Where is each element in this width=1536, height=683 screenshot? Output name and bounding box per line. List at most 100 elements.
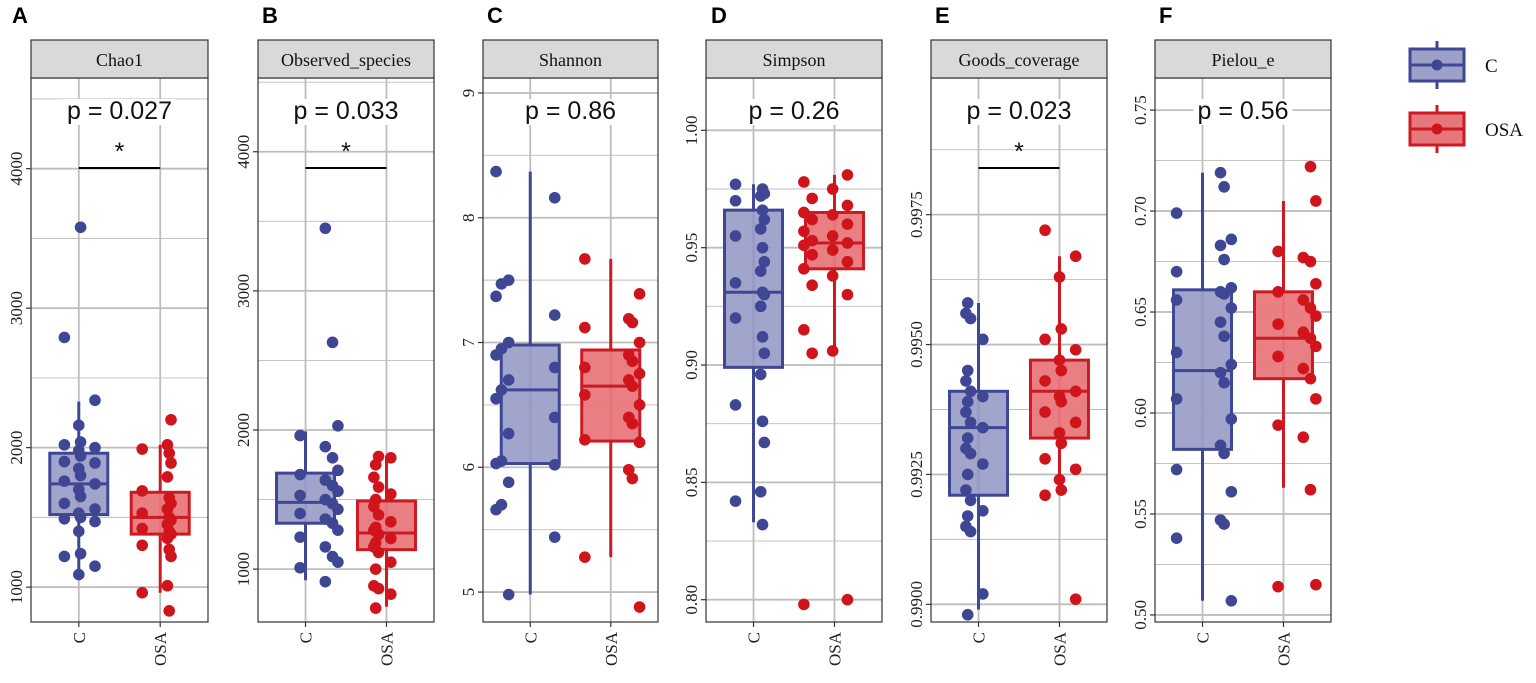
data-point-C — [1214, 439, 1227, 452]
data-point-C — [756, 286, 769, 299]
data-point-C — [319, 493, 332, 506]
data-point-C — [74, 436, 87, 448]
data-point-OSA — [136, 522, 149, 535]
data-point-OSA — [841, 593, 854, 606]
x-tick-label: OSA — [825, 631, 844, 666]
data-point-OSA — [161, 471, 174, 483]
data-point-OSA — [161, 439, 174, 451]
data-point-C — [756, 331, 769, 343]
data-point-OSA — [165, 457, 177, 469]
data-point-OSA — [622, 411, 635, 424]
data-point-OSA — [579, 389, 591, 401]
data-point-C — [1225, 233, 1238, 246]
data-point-C — [294, 531, 306, 543]
data-point-C — [490, 165, 502, 178]
data-point-OSA — [841, 169, 854, 181]
y-tick-label: 1000 — [7, 570, 26, 604]
data-point-C — [58, 439, 71, 451]
data-point-C — [548, 411, 561, 424]
data-point-OSA — [161, 579, 174, 592]
data-point-OSA — [136, 539, 149, 552]
data-point-C — [758, 255, 771, 268]
data-point-OSA — [1039, 375, 1051, 387]
data-point-C — [729, 194, 742, 207]
data-point-OSA — [841, 288, 854, 301]
data-point-OSA — [1055, 323, 1068, 335]
data-point-C — [729, 277, 742, 289]
data-point-C — [502, 588, 515, 601]
data-point-OSA — [1039, 406, 1051, 418]
data-point-C — [326, 550, 339, 563]
x-tick-label: C — [1194, 632, 1213, 643]
data-point-C — [977, 333, 989, 346]
data-point-C — [294, 489, 306, 502]
data-point-C — [58, 475, 71, 487]
data-point-C — [490, 290, 502, 303]
data-point-C — [89, 457, 101, 469]
y-tick-label: 1000 — [234, 552, 253, 586]
data-point-OSA — [136, 507, 149, 519]
data-point-C — [729, 312, 742, 324]
data-point-C — [977, 458, 989, 470]
data-point-C — [294, 507, 306, 520]
data-point-C — [1170, 294, 1183, 306]
data-point-OSA — [372, 481, 385, 493]
data-point-C — [1218, 253, 1230, 266]
strip-title: Chao1 — [96, 50, 143, 70]
data-point-C — [495, 455, 508, 467]
data-point-C — [548, 361, 561, 374]
data-point-OSA — [579, 253, 591, 265]
panel-letter: C — [487, 3, 503, 28]
y-tick-label: 0.9950 — [907, 321, 926, 368]
data-point-C — [729, 495, 742, 507]
data-point-C — [326, 336, 339, 349]
data-point-C — [960, 484, 972, 496]
data-point-OSA — [806, 234, 818, 247]
data-point-OSA — [1310, 195, 1322, 207]
panel-C: Cp = 0.86 Shannon 5 6 7 8 9 C OSA — [459, 3, 659, 666]
data-point-C — [1225, 282, 1238, 294]
data-point-OSA — [841, 255, 854, 268]
data-point-C — [72, 483, 85, 496]
legend: C OSA — [1408, 41, 1523, 153]
data-point-C — [960, 442, 972, 455]
data-point-OSA — [622, 349, 635, 361]
data-point-OSA — [136, 443, 149, 455]
y-tick-label: 7 — [459, 338, 478, 347]
data-point-C — [58, 497, 71, 510]
legend-key-OSA — [1408, 105, 1466, 153]
p-value-label: p = 0.86 — [525, 97, 616, 125]
data-point-OSA — [826, 270, 839, 282]
data-point-OSA — [165, 413, 177, 426]
y-tick-label: 0.90 — [682, 350, 701, 380]
data-point-OSA — [1272, 419, 1284, 431]
data-point-C — [756, 415, 769, 428]
legend-point — [1431, 123, 1443, 135]
y-tick-label: 1.00 — [682, 115, 701, 145]
data-point-OSA — [826, 345, 839, 357]
data-point-C — [326, 452, 339, 464]
p-value-label: p = 0.56 — [1197, 97, 1288, 125]
data-point-OSA — [1053, 427, 1066, 439]
data-point-OSA — [1272, 350, 1284, 363]
data-point-OSA — [826, 244, 839, 256]
y-tick-label: 0.9975 — [907, 191, 926, 238]
data-point-OSA — [369, 493, 382, 506]
data-point-C — [332, 464, 344, 477]
data-point-C — [74, 547, 87, 560]
data-point-C — [319, 440, 332, 453]
data-point-OSA — [1069, 463, 1082, 476]
data-point-C — [1170, 463, 1183, 476]
data-point-C — [332, 420, 344, 432]
data-point-C — [961, 364, 974, 377]
strip-header — [705, 39, 883, 79]
data-point-C — [977, 390, 989, 403]
panel-E: Ep = 0.023 * Goods_coverage 0.9900 0.9925 0.9… — [907, 3, 1108, 666]
data-point-OSA — [368, 471, 380, 484]
data-point-C — [754, 300, 767, 313]
data-point-OSA — [1297, 294, 1310, 306]
data-point-C — [89, 394, 101, 407]
data-point-OSA — [579, 361, 591, 374]
data-point-OSA — [633, 436, 646, 449]
